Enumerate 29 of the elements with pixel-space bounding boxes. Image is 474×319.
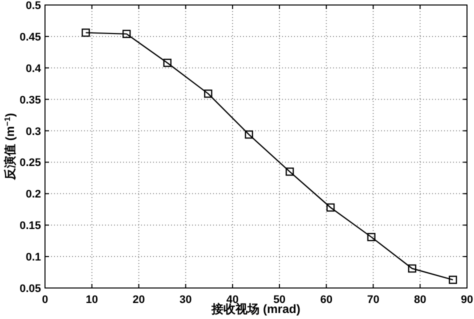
x-tick-label: 20 [132,294,145,306]
y-tick-label: 0.05 [20,283,41,295]
y-tick-label: 0.45 [20,31,41,44]
point [286,168,294,176]
x-tick-label: 80 [414,294,426,306]
point [82,28,90,37]
y-tick-label: 0.35 [20,94,41,106]
point [367,232,376,242]
x-tick-label: 50 [273,294,286,306]
y-tick-label: 0.2 [26,188,41,201]
y-tick-label: 0.5 [26,0,41,12]
point [326,203,335,212]
point [408,264,416,273]
x-tick-label: 70 [367,294,380,306]
y-tick-label: 0.1 [26,252,41,264]
x-tick-label: 30 [180,294,192,306]
point [122,30,131,38]
point [244,130,254,139]
y-tick-label: 0.25 [20,157,41,170]
point [204,90,212,98]
x-tick-label: 0 [42,294,48,306]
point [163,58,172,67]
x-tick-label: 90 [460,294,474,306]
y-tick-label: 0.3 [26,126,41,138]
x-tick-label: 10 [86,294,98,306]
x-tick-label: 60 [320,294,332,306]
point [448,276,458,284]
y-tick-label: 0.15 [20,220,41,232]
y-tick-label: 0.4 [26,62,42,75]
